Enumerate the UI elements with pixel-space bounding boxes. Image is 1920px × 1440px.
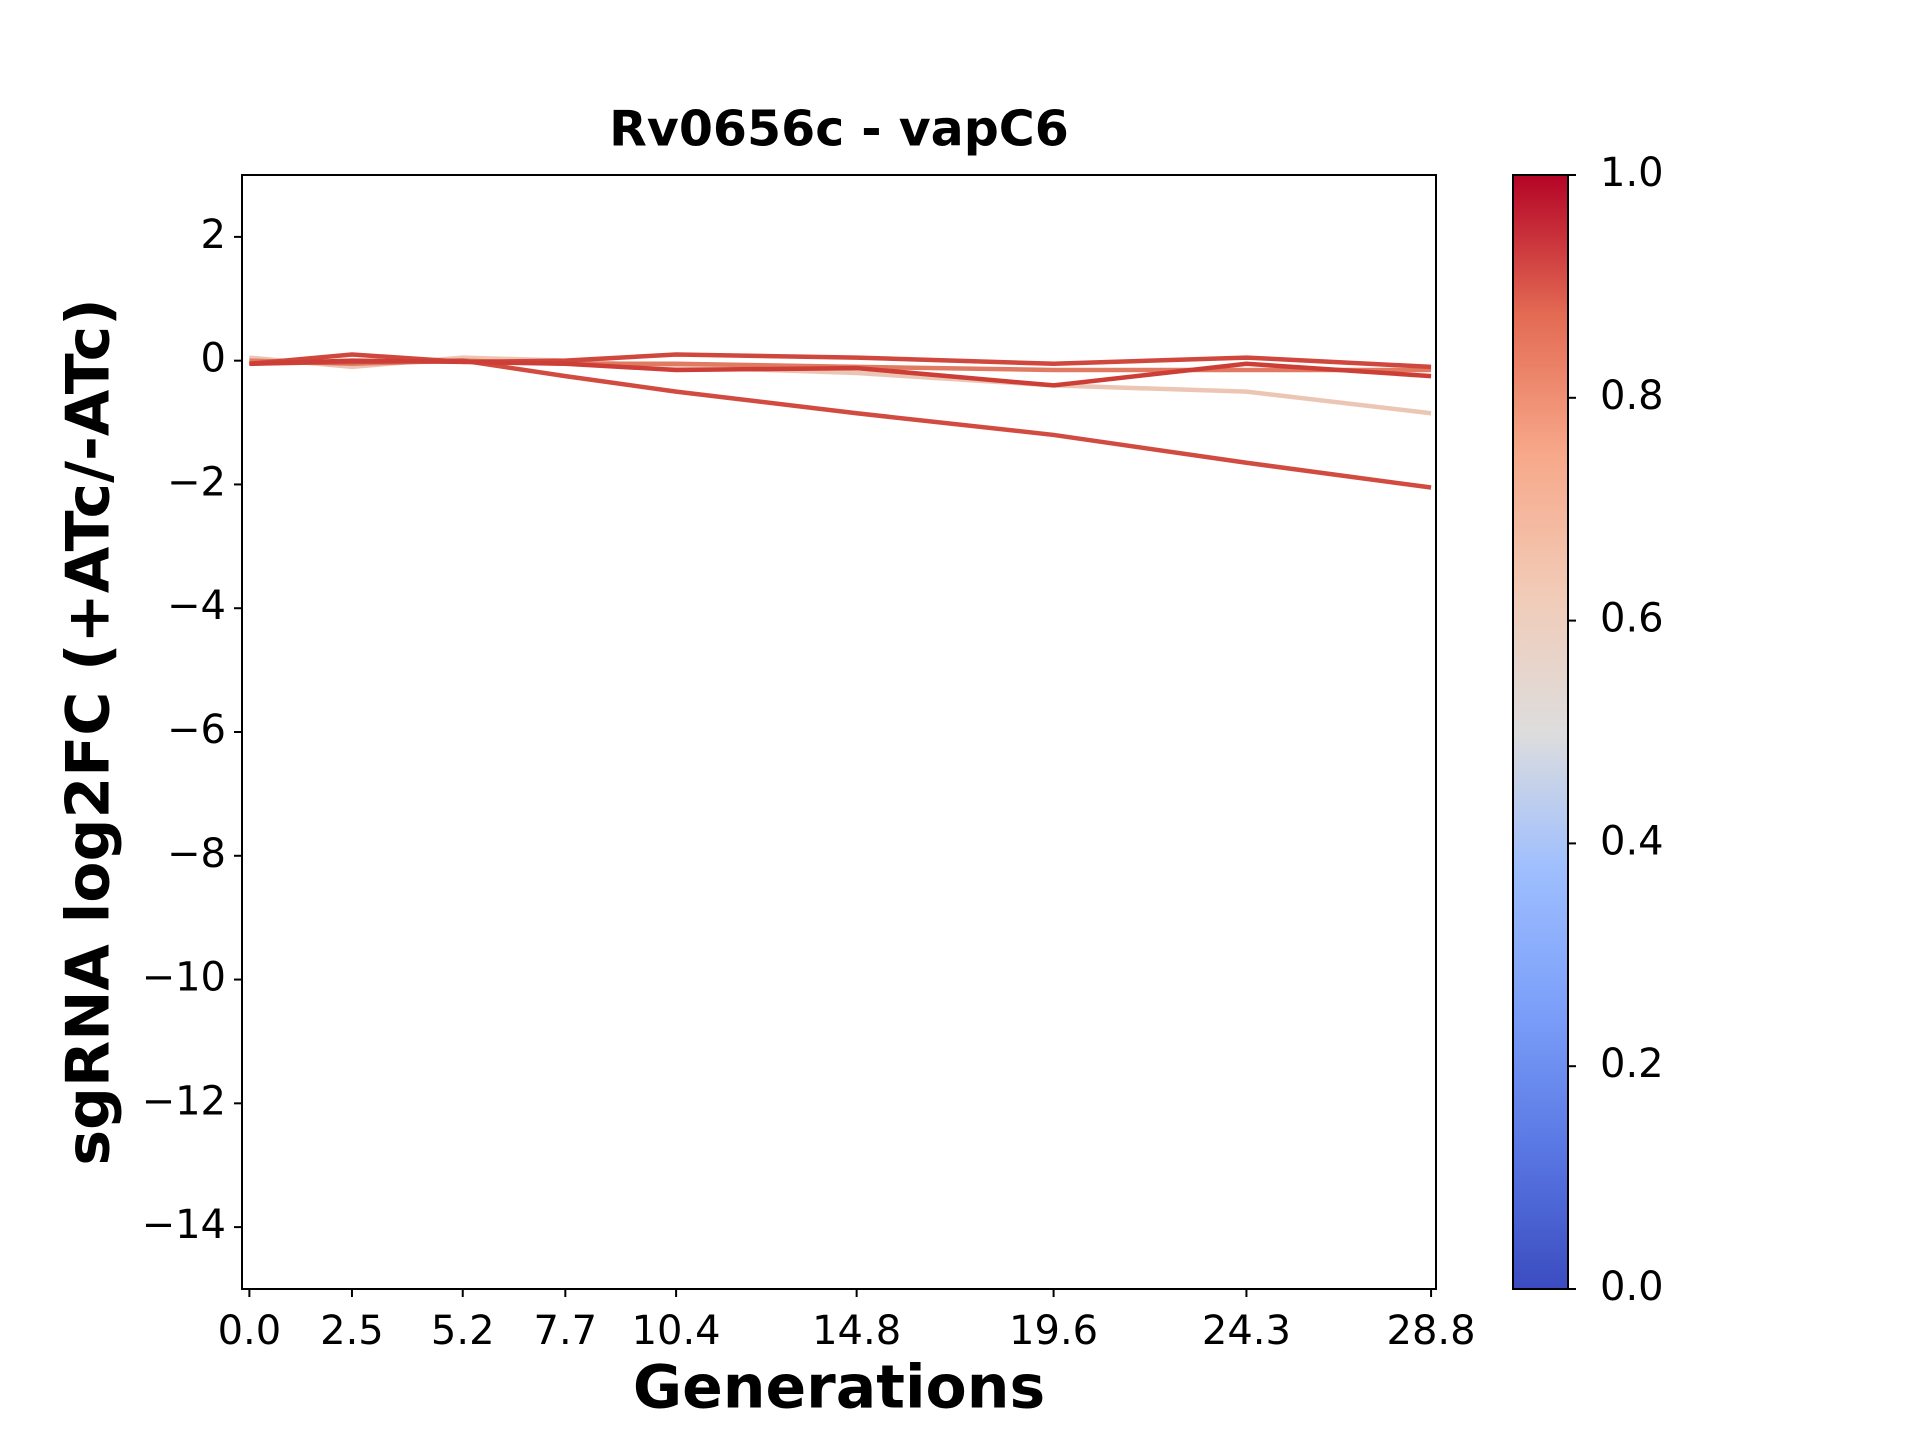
x-tick-label: 19.6 <box>1009 1308 1098 1354</box>
colorbar-tick-label: 0.0 <box>1600 1264 1664 1310</box>
y-axis-label: sgRNA log2FC (+ATc/-ATc) <box>54 298 124 1165</box>
x-tick-label: 5.2 <box>431 1308 495 1354</box>
data-line <box>249 352 1432 370</box>
plot-frame <box>241 174 1437 1290</box>
y-tick-label: −6 <box>167 707 226 753</box>
y-tick-label: −8 <box>167 831 226 877</box>
x-tick-label: 7.7 <box>534 1308 598 1354</box>
y-tick-label: −14 <box>142 1202 226 1248</box>
y-tick-label: −4 <box>167 583 226 629</box>
x-tick-label: 24.3 <box>1202 1308 1291 1354</box>
y-tick-label: −2 <box>167 459 226 505</box>
y-tick-label: 2 <box>201 212 226 258</box>
colorbar <box>1512 174 1569 1290</box>
x-tick-label: 0.0 <box>218 1308 282 1354</box>
y-tick-label: −10 <box>142 955 226 1001</box>
x-tick-label: 10.4 <box>632 1308 721 1354</box>
colorbar-tick-label: 1.0 <box>1600 150 1664 196</box>
y-tick-label: 0 <box>201 336 226 382</box>
colorbar-tick-label: 0.4 <box>1600 818 1664 864</box>
colorbar-tick-label: 0.6 <box>1600 596 1664 642</box>
data-line <box>249 358 1432 388</box>
colorbar-tick-label: 0.8 <box>1600 373 1664 419</box>
x-tick-label: 2.5 <box>320 1308 384 1354</box>
x-tick-label: 14.8 <box>812 1308 901 1354</box>
chart-title: Rv0656c - vapC6 <box>609 101 1069 158</box>
colorbar-tick-label: 0.2 <box>1600 1041 1664 1087</box>
x-axis-label: Generations <box>633 1353 1045 1423</box>
x-tick-label: 28.8 <box>1387 1308 1476 1354</box>
data-line <box>249 358 1432 490</box>
y-tick-label: −12 <box>142 1078 226 1124</box>
